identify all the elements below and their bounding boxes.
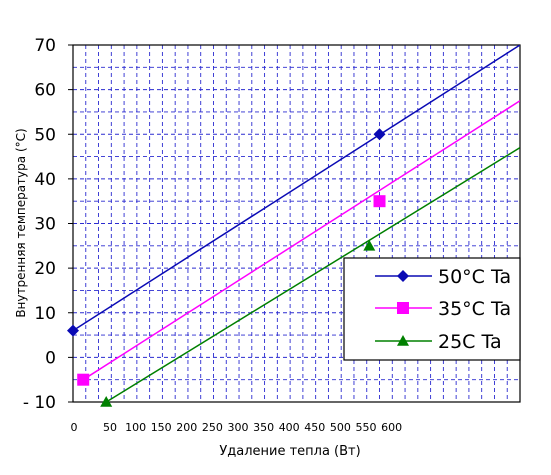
legend-label: 50°C Ta — [438, 266, 511, 288]
x-axis: 0 50 100 150 200 250 300 350 400 450 500 550 600 — [71, 421, 403, 434]
y-tick-label: 60 — [34, 81, 56, 101]
x-tick-label: 550 — [356, 421, 377, 434]
legend-label: 25С Ta — [438, 331, 502, 353]
x-axis-label: Удаление тепла (Вт) — [219, 444, 360, 459]
series-markers — [67, 128, 386, 407]
data-point-diamond — [67, 324, 79, 337]
legend-label: 35°C Ta — [438, 298, 511, 320]
data-point-square — [397, 302, 409, 314]
y-axis-label: Внутренняя температура (°С) — [14, 128, 28, 317]
x-tick-label: 500 — [330, 421, 351, 434]
legend: 50°C Ta 35°C Ta 25С Ta — [343, 257, 521, 361]
x-tick-label: 600 — [381, 421, 402, 434]
x-tick-label: 250 — [202, 421, 223, 434]
y-tick-label: 70 — [34, 36, 56, 56]
y-axis: - 10 0 10 20 30 40 50 60 70 — [23, 36, 73, 413]
y-tick-label: 30 — [34, 215, 56, 235]
x-tick-label: 100 — [125, 421, 146, 434]
y-tick-label: 20 — [34, 259, 56, 279]
data-point-triangle — [397, 335, 409, 346]
legend-box — [343, 257, 521, 361]
data-point-diamond — [397, 270, 409, 282]
x-tick-label: 350 — [253, 421, 274, 434]
series-lines — [73, 45, 520, 402]
data-point-square — [77, 373, 90, 386]
x-tick-label: 50 — [103, 421, 117, 434]
data-point-triangle — [100, 396, 113, 407]
y-tick-label: - 10 — [23, 393, 56, 413]
x-tick-label: 400 — [279, 421, 300, 434]
y-tick-label: 10 — [34, 304, 56, 324]
data-point-triangle — [363, 239, 376, 251]
series-line — [73, 45, 520, 332]
series-line — [105, 146, 520, 402]
y-tick-label: 50 — [34, 125, 56, 145]
x-tick-label: 200 — [176, 421, 197, 434]
series-line — [82, 100, 520, 381]
x-tick-label: 300 — [228, 421, 249, 434]
y-tick-label: 0 — [45, 348, 56, 368]
x-tick-label: 0 — [71, 421, 78, 434]
data-point-square — [373, 195, 386, 208]
data-point-diamond — [373, 128, 386, 141]
x-tick-label: 450 — [304, 421, 325, 434]
x-tick-label: 150 — [151, 421, 172, 434]
y-tick-label: 40 — [34, 170, 56, 190]
